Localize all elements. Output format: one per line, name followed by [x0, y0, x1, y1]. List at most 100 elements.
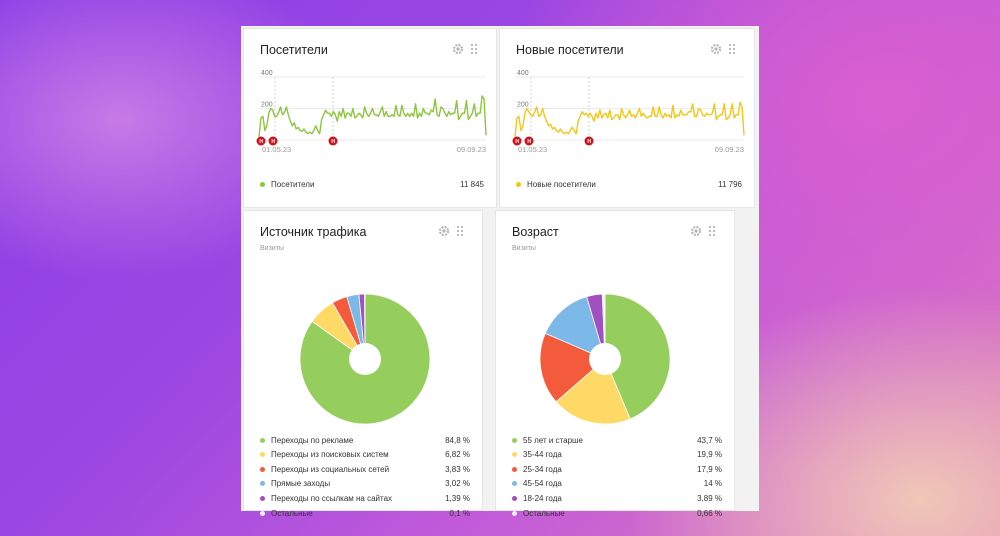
y-tick-label: 400 — [517, 70, 529, 77]
card-title: Новые посетители — [516, 43, 624, 57]
legend-label: Новые посетители — [527, 179, 596, 189]
pie-hole — [349, 343, 381, 375]
note-marker — [256, 136, 266, 146]
x-end-label: 09.09.23 — [715, 145, 744, 154]
card-title: Посетители — [260, 43, 328, 57]
legend-dot — [512, 495, 517, 501]
legend-row: Остальные 0,1 % — [260, 506, 470, 520]
legend-row: Новые посетители 11 796 — [516, 177, 742, 191]
pie-slice — [539, 332, 606, 403]
legend-row: Переходы из социальных сетей 3,83 % — [260, 462, 470, 476]
pie-slice — [555, 358, 631, 425]
y-tick-label: 200 — [517, 102, 529, 109]
card-title: Возраст — [512, 225, 559, 239]
legend-dot — [512, 510, 517, 516]
drag-handle-icon[interactable] — [470, 42, 482, 55]
legend-row: Остальные 0,66 % — [512, 506, 722, 520]
note-marker-label: Н — [259, 139, 263, 145]
legend-row: Посетители 11 845 — [260, 177, 484, 191]
legend-label: 18-24 года — [523, 493, 562, 503]
legend-label: Посетители — [271, 179, 315, 189]
y-tick-label: 400 — [261, 70, 273, 77]
pie-slice — [299, 293, 431, 425]
legend-dot — [260, 481, 265, 487]
legend-dot — [512, 437, 517, 443]
note-marker — [512, 136, 522, 146]
drag-handle-icon[interactable] — [708, 224, 720, 237]
legend-dot — [512, 466, 517, 472]
legend-dot — [260, 181, 265, 187]
traffic-pie-chart — [299, 293, 431, 425]
legend-value: 43,7 % — [697, 435, 722, 445]
note-marker — [584, 136, 594, 146]
legend-dot — [512, 452, 517, 458]
legend-dot — [516, 181, 521, 187]
series-line — [514, 101, 745, 137]
legend-value: 3,02 % — [445, 479, 470, 489]
legend-dot — [260, 437, 265, 443]
card-subtitle: Визиты — [260, 245, 284, 252]
gear-icon[interactable] — [452, 42, 464, 55]
series-line — [258, 95, 487, 137]
legend-label: Остальные — [271, 508, 313, 518]
card-tools — [710, 42, 740, 55]
age-card: Возраст Визиты 55 лет и старше 43,7 % 35-4… — [495, 210, 735, 518]
y-tick-label: 200 — [261, 102, 273, 109]
drag-handle-icon[interactable] — [456, 224, 468, 237]
legend-value: 11 845 — [460, 179, 484, 189]
note-marker — [268, 136, 278, 146]
pie-slice — [604, 293, 671, 420]
traffic-source-card: Источник трафика Визиты Переходы по рекл… — [243, 210, 483, 518]
legend-row: Переходы по рекламе 84,8 % — [260, 433, 470, 447]
pie-slice — [601, 293, 606, 360]
legend-value: 84,8 % — [445, 435, 470, 445]
note-marker-label: Н — [587, 139, 591, 145]
legend-label: Переходы из социальных сетей — [271, 464, 390, 474]
age-pie-chart — [539, 293, 671, 425]
legend-dot — [260, 466, 265, 472]
note-marker-label: Н — [527, 139, 531, 145]
legend-row: 18-24 года 3,89 % — [512, 491, 722, 505]
card-subtitle: Визиты — [512, 245, 536, 252]
legend-label: 35-44 года — [523, 450, 562, 460]
note-marker — [328, 136, 338, 146]
legend-value: 17,9 % — [697, 464, 722, 474]
legend-row: Переходы из поисковых систем 6,82 % — [260, 448, 470, 462]
new-visitors-card: Новые посетители 400 200 Н Н Н 01.05.23 09.09.… — [499, 28, 755, 208]
legend-label: Переходы по рекламе — [271, 435, 354, 445]
card-tools — [452, 42, 482, 55]
gear-icon[interactable] — [710, 42, 722, 55]
note-marker — [524, 136, 534, 146]
legend-label: Остальные — [523, 508, 565, 518]
legend-row: 55 лет и старше 43,7 % — [512, 433, 722, 447]
dashboard: Посетители 400 200 Н Н Н 01.05.23 09.09.23 Пос… — [241, 26, 759, 518]
gear-icon[interactable] — [690, 224, 702, 237]
legend-row: Переходы по ссылкам на сайтах 1,39 % — [260, 491, 470, 505]
legend-value: 6,82 % — [445, 450, 470, 460]
legend-dot — [260, 452, 265, 458]
x-start-label: 01.05.23 — [518, 145, 547, 154]
card-tools — [438, 224, 468, 237]
legend-value: 19,9 % — [697, 450, 722, 460]
legend-row: 25-34 года 17,9 % — [512, 462, 722, 476]
legend-dot — [260, 510, 265, 516]
pie-slice — [544, 296, 606, 360]
legend-value: 11 796 — [718, 179, 742, 189]
legend-label: Переходы из поисковых систем — [271, 450, 389, 460]
legend-value: 14 % — [703, 479, 722, 489]
legend-label: Прямые заходы — [271, 479, 331, 489]
gear-icon[interactable] — [438, 224, 450, 237]
legend-row: 45-54 года 14 % — [512, 477, 722, 491]
legend-row: 35-44 года 19,9 % — [512, 448, 722, 462]
visitors-card: Посетители 400 200 Н Н Н 01.05.23 09.09.23 Пос… — [243, 28, 497, 208]
legend-row: Прямые заходы 3,02 % — [260, 477, 470, 491]
x-start-label: 01.05.23 — [262, 145, 291, 154]
legend-value: 0,66 % — [697, 508, 722, 518]
x-end-label: 09.09.23 — [457, 145, 486, 154]
card-title: Источник трафика — [260, 225, 367, 239]
drag-handle-icon[interactable] — [728, 42, 740, 55]
legend-value: 0,1 % — [449, 508, 470, 518]
legend-dot — [260, 495, 265, 501]
